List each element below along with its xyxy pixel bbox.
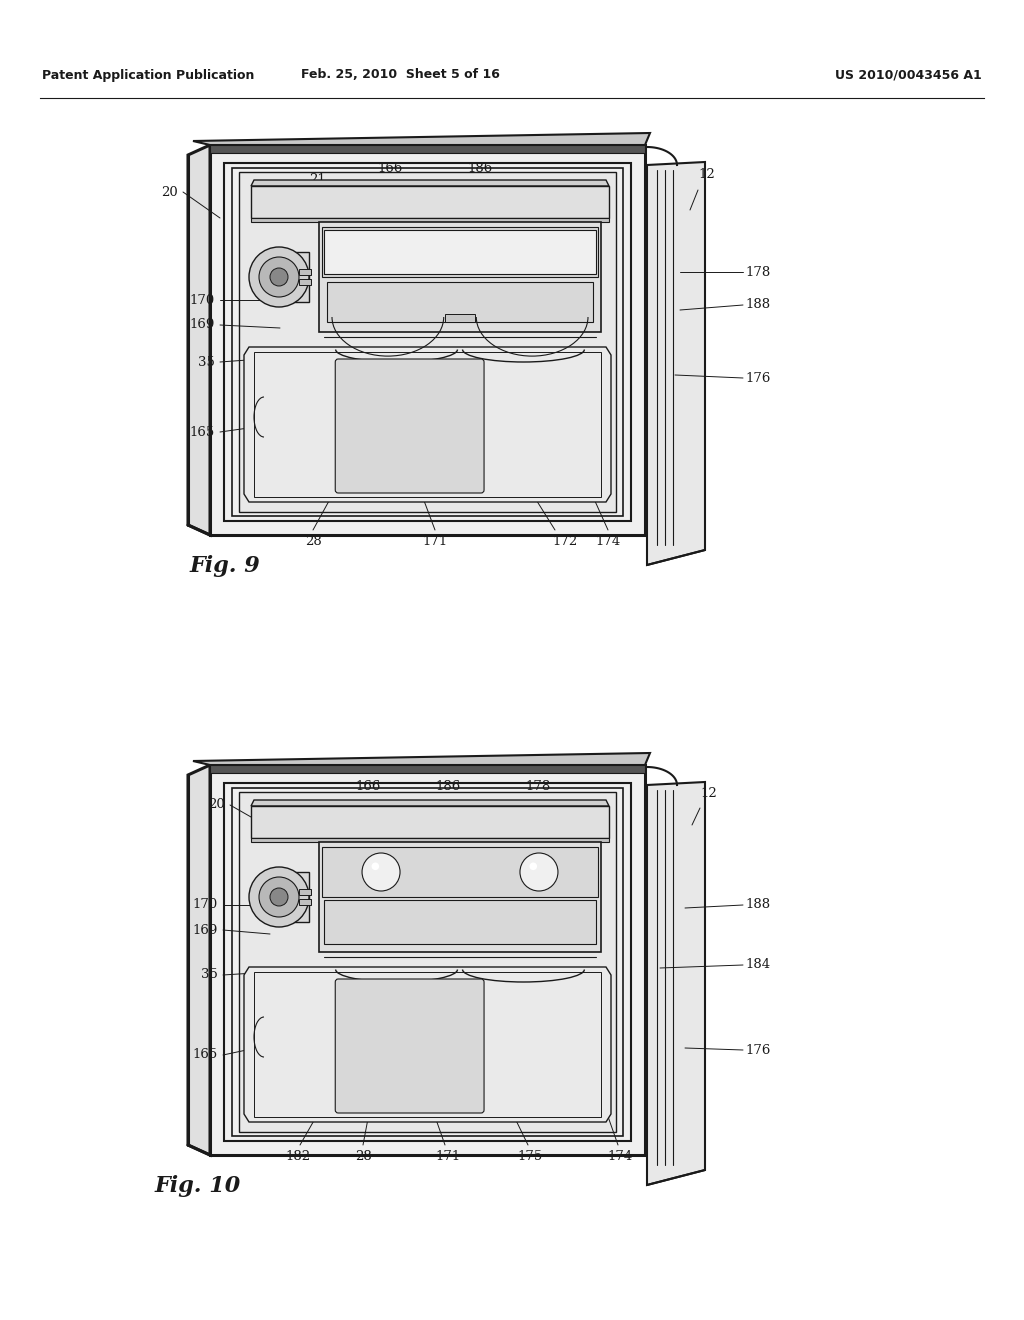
Text: 166: 166 [355,780,381,793]
Text: 169: 169 [193,924,218,936]
Bar [299,888,311,895]
Text: 12: 12 [698,168,715,181]
Polygon shape [188,766,210,1155]
Polygon shape [647,781,705,1185]
Bar [299,269,311,275]
Text: 20: 20 [161,186,178,198]
FancyBboxPatch shape [335,979,484,1113]
Polygon shape [251,186,609,218]
Text: 165: 165 [193,1048,218,1061]
Polygon shape [324,900,596,944]
Circle shape [259,876,299,917]
Text: Feb. 25, 2010  Sheet 5 of 16: Feb. 25, 2010 Sheet 5 of 16 [301,69,500,82]
Circle shape [372,862,379,870]
Text: 178: 178 [525,780,551,793]
Polygon shape [239,172,616,512]
Text: Fig. 9: Fig. 9 [190,554,261,577]
Text: 188: 188 [745,899,770,912]
Polygon shape [324,230,596,275]
Text: 20: 20 [208,799,225,812]
Text: 176: 176 [745,1044,770,1056]
Polygon shape [244,347,611,502]
Text: 176: 176 [745,371,770,384]
Text: 178: 178 [745,265,770,279]
Text: 12: 12 [700,787,717,800]
Polygon shape [319,222,601,333]
Circle shape [270,268,288,286]
Polygon shape [322,847,598,898]
Text: 171: 171 [435,1150,461,1163]
Text: 188: 188 [745,298,770,312]
Text: 184: 184 [745,958,770,972]
Polygon shape [239,792,616,1133]
Text: 174: 174 [595,535,621,548]
Polygon shape [251,800,609,807]
Polygon shape [279,873,309,921]
Text: 169: 169 [189,318,215,331]
Polygon shape [193,752,650,766]
Polygon shape [251,218,609,222]
Text: Fig. 10: Fig. 10 [155,1175,242,1197]
Circle shape [249,247,309,308]
Bar [445,314,475,322]
Text: 170: 170 [189,293,215,306]
Text: 186: 186 [435,780,461,793]
Text: 35: 35 [198,355,215,368]
Text: 174: 174 [607,1150,633,1163]
Polygon shape [647,162,705,565]
Text: 35: 35 [201,969,218,982]
Polygon shape [251,838,609,842]
Text: 186: 186 [467,162,493,176]
Text: 170: 170 [193,899,218,912]
Text: 171: 171 [422,535,447,548]
Circle shape [259,257,299,297]
Text: 166: 166 [377,162,402,176]
Circle shape [362,853,400,891]
Polygon shape [210,766,645,774]
Polygon shape [210,145,645,535]
Polygon shape [279,252,309,302]
Circle shape [249,867,309,927]
Text: 28: 28 [304,535,322,548]
Circle shape [520,853,558,891]
Polygon shape [322,227,598,277]
Bar [299,279,311,285]
Text: Patent Application Publication: Patent Application Publication [42,69,254,82]
Polygon shape [327,282,593,322]
Polygon shape [244,968,611,1122]
Text: 175: 175 [517,1150,543,1163]
Text: 21: 21 [309,173,327,186]
Text: 28: 28 [354,1150,372,1163]
Circle shape [529,862,537,870]
Polygon shape [251,807,609,838]
Circle shape [270,888,288,906]
Text: 182: 182 [286,1150,310,1163]
Polygon shape [210,145,645,153]
Bar [299,899,311,906]
Polygon shape [251,180,609,186]
Polygon shape [319,842,601,952]
Polygon shape [210,766,645,1155]
Text: US 2010/0043456 A1: US 2010/0043456 A1 [836,69,982,82]
Text: 165: 165 [189,425,215,438]
Text: 172: 172 [552,535,578,548]
Polygon shape [193,133,650,145]
FancyBboxPatch shape [335,359,484,492]
Polygon shape [188,145,210,535]
